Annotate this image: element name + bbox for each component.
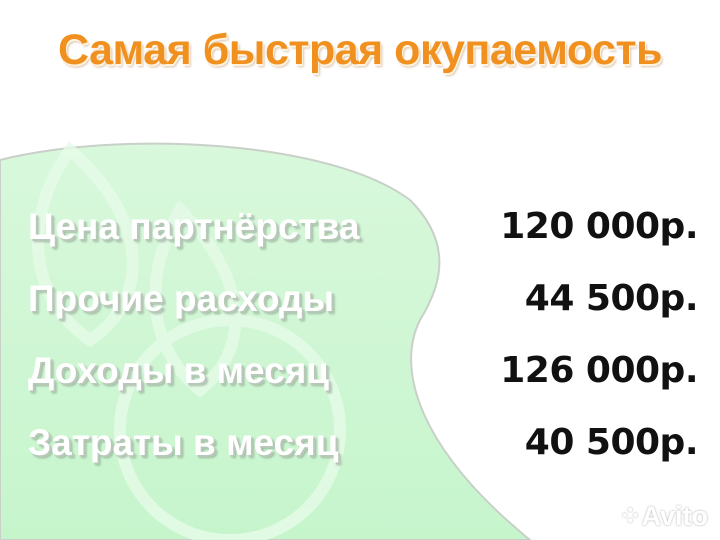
row-value: 126 000р. bbox=[500, 350, 698, 391]
row-partnership-price: Цена партнёрства 120 000р. bbox=[28, 206, 698, 256]
row-label: Затраты в месяц bbox=[28, 422, 339, 463]
row-monthly-costs: Затраты в месяц 40 500р. bbox=[28, 422, 699, 472]
avito-watermark: ⁘Avito bbox=[618, 501, 708, 531]
row-value: 44 500р. bbox=[524, 278, 699, 319]
leaf-pattern-decoration bbox=[31, 141, 346, 540]
page-title: Самая быстрая окупаемость bbox=[58, 26, 662, 74]
row-label: Цена партнёрства bbox=[28, 206, 360, 247]
row-monthly-income: Доходы в месяц 126 000р. bbox=[28, 350, 698, 400]
row-other-expenses: Прочие расходы 44 500р. bbox=[28, 278, 699, 328]
row-label: Доходы в месяц bbox=[28, 350, 330, 391]
avito-dots-icon: ⁘ bbox=[618, 501, 642, 531]
row-value: 120 000р. bbox=[500, 206, 698, 247]
row-value: 40 500р. bbox=[524, 422, 699, 463]
row-label: Прочие расходы bbox=[28, 278, 335, 319]
